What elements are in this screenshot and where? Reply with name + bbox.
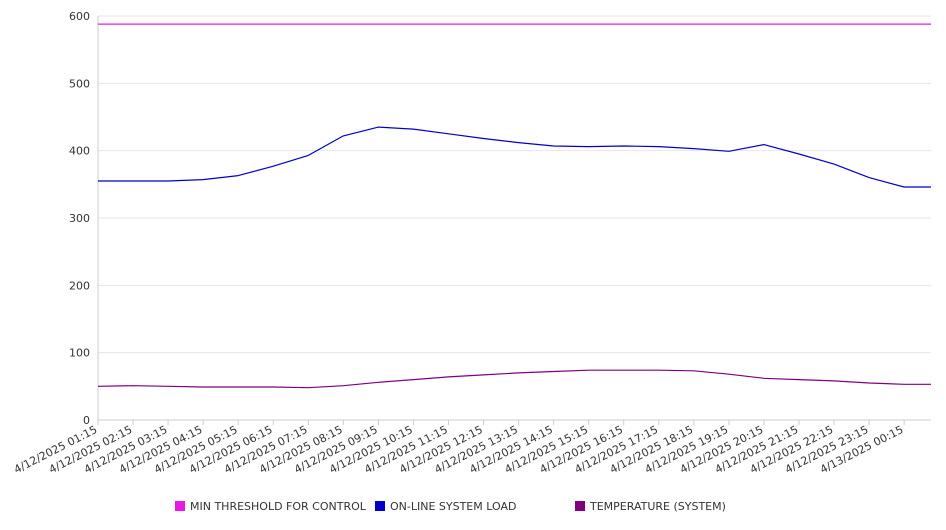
legend-item-online-system-load: ON-LINE SYSTEM LOAD: [375, 498, 516, 514]
y-tick-label: 600: [69, 10, 90, 23]
y-tick-label: 500: [69, 77, 90, 90]
y-tick-label: 400: [69, 145, 90, 158]
y-tick-label: 200: [69, 279, 90, 292]
legend-label-online-system-load: ON-LINE SYSTEM LOAD: [390, 499, 517, 513]
chart-legend: MIN THRESHOLD FOR CONTROL ON-LINE SYSTEM…: [175, 498, 875, 514]
series-line-online-system-load: [98, 126, 931, 188]
legend-item-temperature: TEMPERATURE (SYSTEM): [575, 498, 726, 514]
series-line-temperature: [97, 369, 931, 389]
legend-swatch-min-threshold: [175, 501, 185, 511]
legend-label-min-threshold: MIN THRESHOLD FOR CONTROL: [190, 499, 366, 513]
y-tick-label: 300: [69, 212, 90, 225]
y-tick-label: 100: [69, 347, 90, 360]
y-tick-label: 0: [83, 414, 90, 427]
legend-label-temperature: TEMPERATURE (SYSTEM): [590, 499, 726, 513]
legend-item-min-threshold: MIN THRESHOLD FOR CONTROL: [175, 498, 366, 514]
legend-swatch-temperature: [575, 501, 585, 511]
legend-swatch-online-system-load: [375, 501, 385, 511]
